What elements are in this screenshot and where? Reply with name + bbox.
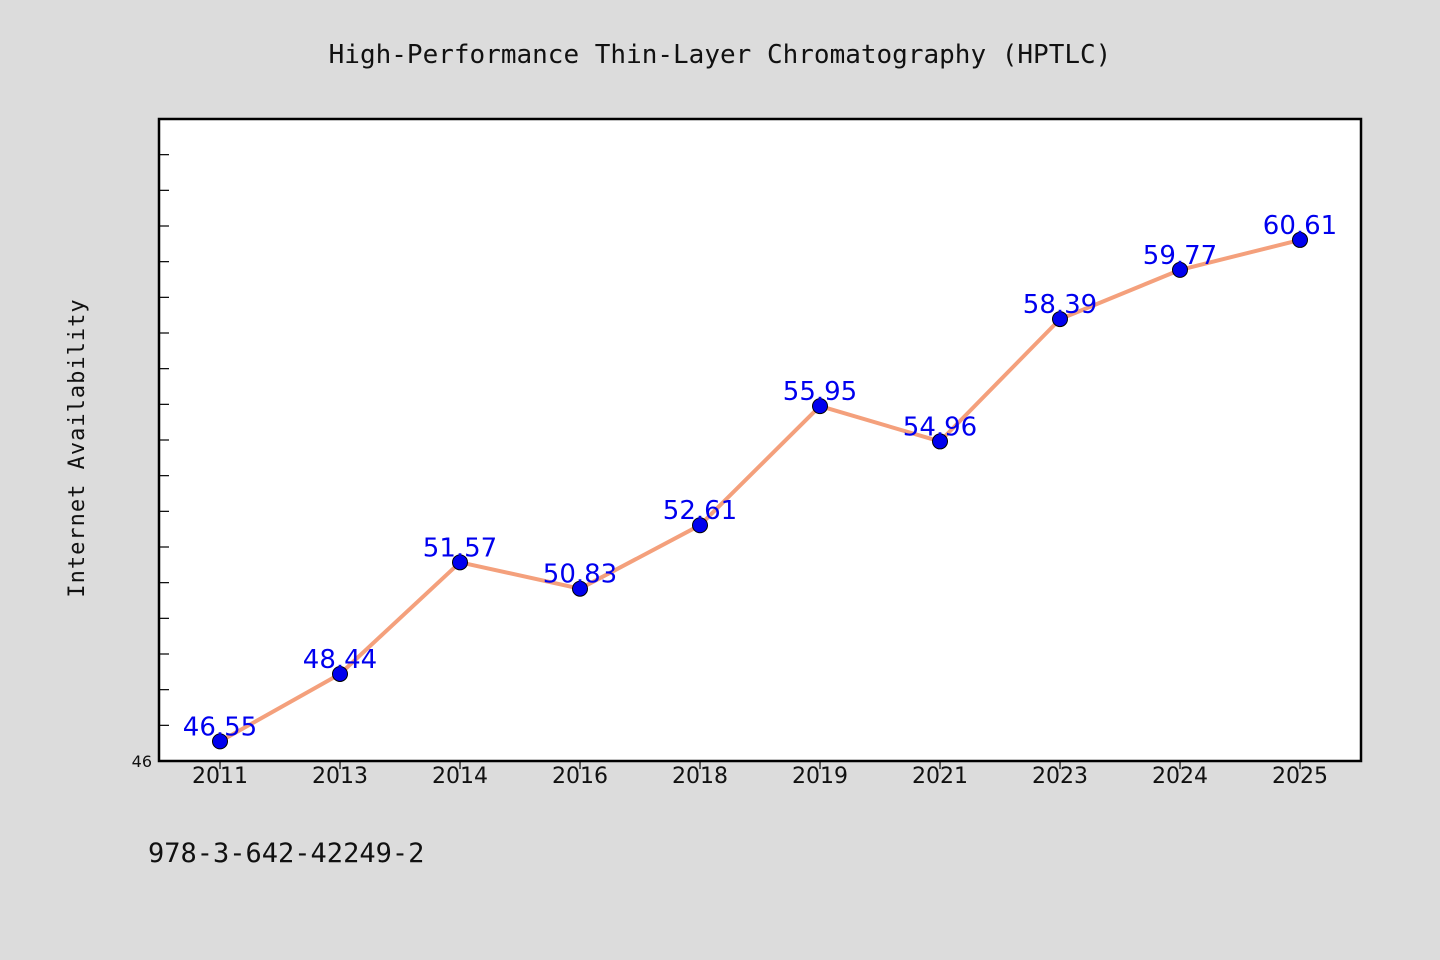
y-tick-label: 46	[132, 752, 152, 771]
y-axis-ticks	[159, 154, 169, 726]
data-point	[1052, 311, 1068, 328]
x-tick-label: 2024	[1152, 764, 1208, 789]
x-tick-label: 2021	[912, 764, 968, 789]
data-labels: 46.55 48.44 51.57 50.83 52.61 55.95 54.96 58.39…	[183, 211, 1337, 742]
x-tick-label: 2023	[1032, 764, 1088, 789]
isbn-code: 978-3-642-42249-2	[148, 838, 424, 869]
chart-title: High-Performance Thin-Layer Chromatograp…	[329, 40, 1112, 70]
data-point	[1292, 231, 1308, 248]
data-label: 48.44	[303, 645, 377, 675]
series-line	[218, 237, 1302, 744]
data-label: 59.77	[1143, 241, 1217, 271]
data-point	[932, 433, 948, 450]
data-point	[332, 665, 348, 682]
x-tick-labels: 2011 2013 2014 2016 2018 2019 2021 2023 2024 2025	[192, 764, 1328, 789]
data-label: 51.57	[423, 533, 497, 563]
data-point	[692, 517, 708, 534]
x-tick-label: 2019	[792, 764, 848, 789]
data-label: 50.83	[543, 560, 617, 590]
data-label: 54.96	[903, 412, 977, 442]
x-tick-label: 2025	[1272, 764, 1328, 789]
data-label: 58.39	[1023, 290, 1097, 320]
data-label: 55.95	[783, 377, 857, 407]
data-label: 46.55	[183, 712, 257, 742]
data-point	[812, 398, 828, 415]
data-point	[452, 554, 468, 571]
data-markers	[212, 231, 1308, 750]
data-point	[212, 733, 228, 750]
data-point	[572, 580, 588, 597]
x-tick-label: 2016	[552, 764, 608, 789]
y-axis-label: Internet Availability	[65, 298, 90, 597]
x-axis-ticks	[219, 761, 1301, 769]
x-tick-label: 2011	[192, 764, 248, 789]
data-label: 60.61	[1263, 211, 1337, 241]
x-tick-label: 2018	[672, 764, 728, 789]
x-tick-label: 2014	[432, 764, 488, 789]
data-point	[1172, 261, 1188, 278]
series-line-group	[218, 237, 1302, 744]
data-label: 52.61	[663, 496, 737, 526]
x-tick-label: 2013	[312, 764, 368, 789]
